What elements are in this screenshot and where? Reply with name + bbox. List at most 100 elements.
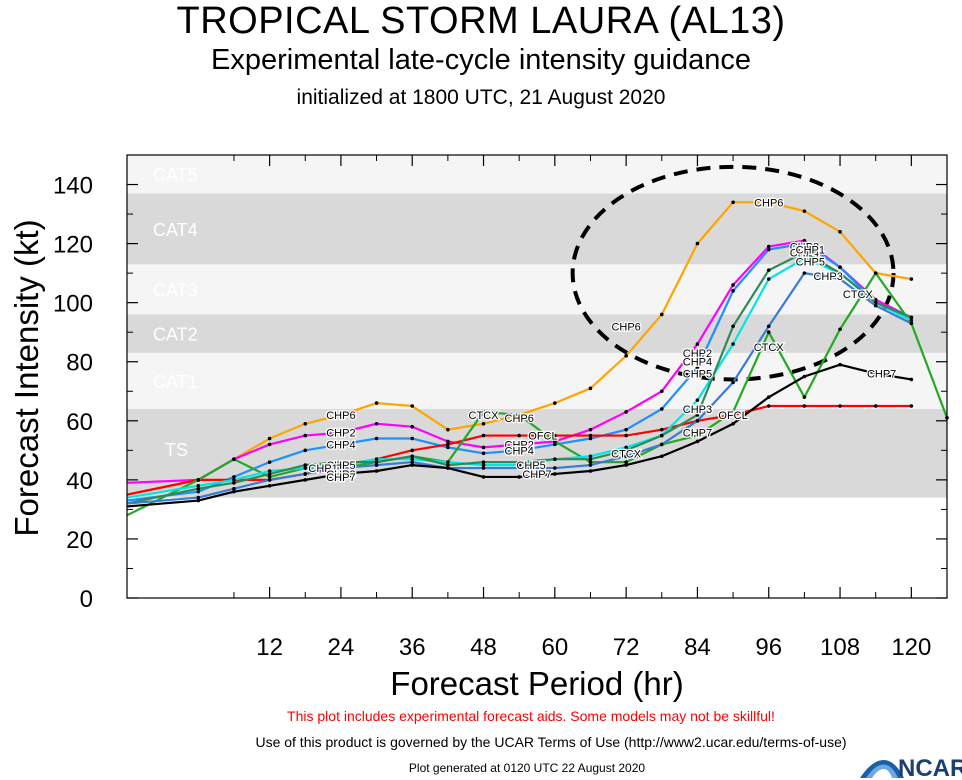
band-cat5	[127, 155, 947, 194]
data-point	[838, 327, 842, 332]
series-label: CHP3	[326, 469, 355, 481]
x-tick-label: 108	[820, 634, 860, 661]
x-tick-label: 48	[470, 634, 497, 661]
data-point	[553, 439, 557, 444]
y-tick-label: 80	[66, 350, 93, 377]
data-point	[410, 424, 415, 429]
data-point	[196, 483, 201, 488]
data-point	[731, 410, 735, 414]
data-point	[659, 312, 664, 317]
series-line-chp1	[126, 251, 912, 505]
band-label: CAT4	[153, 220, 198, 240]
data-point	[731, 289, 735, 293]
data-point	[873, 303, 878, 308]
data-point	[802, 250, 807, 255]
data-point	[695, 439, 700, 444]
y-tick-label: 140	[53, 173, 93, 200]
data-point	[232, 478, 236, 482]
series-label: CHP1	[308, 463, 337, 475]
band-cat1	[127, 352, 947, 409]
series-label: CHP2	[683, 348, 712, 360]
data-point	[553, 442, 557, 447]
data-point	[374, 436, 379, 441]
y-tick-label: 40	[66, 468, 93, 495]
data-point	[873, 271, 878, 275]
data-point	[267, 483, 272, 488]
data-point	[446, 442, 450, 447]
data-point	[766, 330, 771, 335]
series-label: OFCL	[528, 431, 557, 443]
data-point	[909, 318, 914, 323]
data-point	[873, 404, 878, 408]
data-point	[731, 413, 735, 417]
data-point	[517, 466, 521, 470]
init-time: initialized at 1800 UTC, 21 August 2020	[296, 86, 666, 109]
series-label: CHP4	[790, 247, 819, 259]
data-point	[553, 433, 557, 438]
data-point	[659, 389, 664, 394]
chart-title: TROPICAL STORM LAURA (AL13)	[176, 0, 786, 42]
series-label: CHP4	[326, 439, 355, 451]
data-point	[267, 442, 272, 447]
data-point	[766, 244, 771, 249]
data-point	[802, 395, 807, 399]
data-point	[802, 404, 807, 408]
data-point	[909, 404, 914, 408]
data-point	[838, 362, 842, 367]
data-point	[303, 433, 308, 438]
data-point	[446, 427, 450, 432]
data-point	[410, 457, 415, 461]
data-point	[481, 466, 486, 470]
data-point	[232, 481, 236, 485]
data-point	[731, 342, 735, 346]
terms-note: Use of this product is governed by the U…	[255, 734, 847, 750]
series-label: CTCX	[469, 410, 500, 422]
band-label: CAT1	[153, 372, 198, 392]
data-point	[553, 472, 557, 476]
data-point	[446, 466, 450, 470]
band-label: CAT2	[153, 325, 198, 345]
data-point	[232, 489, 236, 494]
x-tick-label: 36	[399, 634, 426, 661]
highlight-ellipse	[570, 164, 896, 382]
data-point	[481, 410, 486, 414]
series-label: CHP7	[683, 428, 712, 440]
data-point	[588, 433, 593, 438]
series-line-chp2	[126, 239, 912, 484]
data-point	[838, 277, 842, 281]
data-point	[659, 442, 664, 447]
data-point	[695, 398, 700, 402]
data-point	[303, 466, 308, 470]
data-point	[481, 475, 486, 479]
data-point	[339, 413, 343, 417]
data-point	[481, 463, 486, 467]
data-point	[588, 427, 593, 432]
data-point	[624, 448, 628, 453]
data-point	[909, 315, 914, 320]
data-point	[695, 241, 700, 246]
series-label: CHP1	[796, 245, 825, 257]
data-point	[695, 365, 700, 370]
data-point	[802, 271, 807, 275]
data-point	[196, 486, 201, 491]
data-point	[588, 469, 593, 473]
data-point	[695, 419, 700, 423]
band-label: CAT3	[153, 280, 198, 300]
data-point	[481, 433, 486, 438]
series-label: CHP4	[505, 445, 534, 457]
data-point	[267, 436, 272, 441]
data-point	[339, 472, 343, 476]
series-label: CHP2	[326, 428, 355, 440]
y-tick-label: 0	[80, 586, 93, 613]
data-point	[481, 451, 486, 456]
data-point	[303, 448, 308, 453]
y-tick-label: 120	[53, 232, 93, 259]
y-tick-label: 20	[66, 527, 93, 554]
data-point	[339, 442, 343, 447]
y-axis-label: Forecast Intensity (kt)	[8, 219, 45, 536]
data-point	[766, 277, 771, 281]
data-point	[553, 457, 557, 461]
data-point	[517, 475, 521, 479]
data-point	[588, 457, 593, 461]
data-point	[303, 421, 308, 426]
